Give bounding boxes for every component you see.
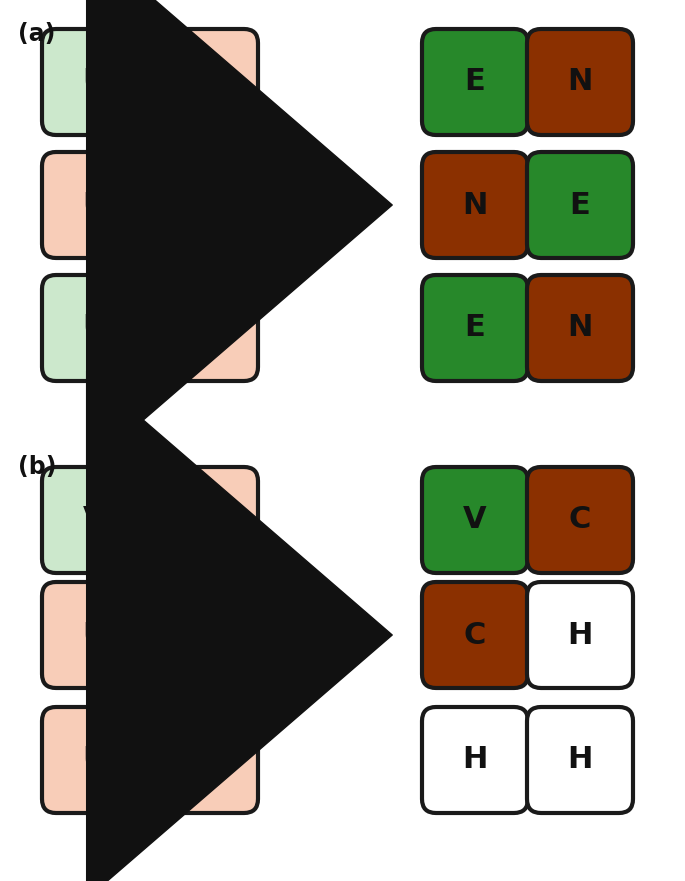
Text: V: V	[463, 506, 487, 535]
Text: (a): (a)	[18, 22, 55, 46]
Text: C: C	[464, 620, 486, 649]
FancyBboxPatch shape	[527, 467, 633, 573]
Text: (b): (b)	[18, 455, 56, 479]
Text: U: U	[192, 68, 217, 97]
FancyBboxPatch shape	[422, 152, 528, 258]
Text: U: U	[192, 190, 217, 219]
Text: N: N	[462, 190, 488, 219]
FancyBboxPatch shape	[152, 707, 258, 813]
FancyBboxPatch shape	[527, 29, 633, 135]
FancyBboxPatch shape	[42, 582, 148, 688]
FancyBboxPatch shape	[527, 582, 633, 688]
FancyBboxPatch shape	[152, 152, 258, 258]
FancyBboxPatch shape	[42, 29, 148, 135]
Text: U: U	[83, 745, 108, 774]
Text: E: E	[464, 68, 486, 97]
FancyBboxPatch shape	[422, 707, 528, 813]
FancyBboxPatch shape	[152, 582, 258, 688]
FancyBboxPatch shape	[422, 29, 528, 135]
FancyBboxPatch shape	[152, 467, 258, 573]
FancyBboxPatch shape	[527, 275, 633, 381]
FancyBboxPatch shape	[527, 152, 633, 258]
Text: N: N	[567, 314, 593, 343]
Text: N: N	[567, 68, 593, 97]
FancyBboxPatch shape	[422, 467, 528, 573]
FancyBboxPatch shape	[42, 275, 148, 381]
FancyBboxPatch shape	[42, 467, 148, 573]
Text: U: U	[192, 506, 217, 535]
FancyBboxPatch shape	[152, 29, 258, 135]
Text: U: U	[192, 620, 217, 649]
Text: H: H	[462, 745, 488, 774]
Text: V: V	[83, 506, 107, 535]
Text: U: U	[192, 314, 217, 343]
Text: H: H	[567, 620, 593, 649]
Text: E: E	[570, 190, 590, 219]
FancyBboxPatch shape	[152, 275, 258, 381]
Text: U: U	[83, 314, 108, 343]
Text: U: U	[83, 68, 108, 97]
Text: C: C	[569, 506, 591, 535]
Text: U: U	[83, 620, 108, 649]
FancyBboxPatch shape	[42, 152, 148, 258]
FancyBboxPatch shape	[527, 707, 633, 813]
Text: E: E	[464, 314, 486, 343]
FancyBboxPatch shape	[422, 275, 528, 381]
FancyBboxPatch shape	[42, 707, 148, 813]
Text: H: H	[567, 745, 593, 774]
Text: U: U	[192, 745, 217, 774]
FancyBboxPatch shape	[422, 582, 528, 688]
Text: U: U	[83, 190, 108, 219]
